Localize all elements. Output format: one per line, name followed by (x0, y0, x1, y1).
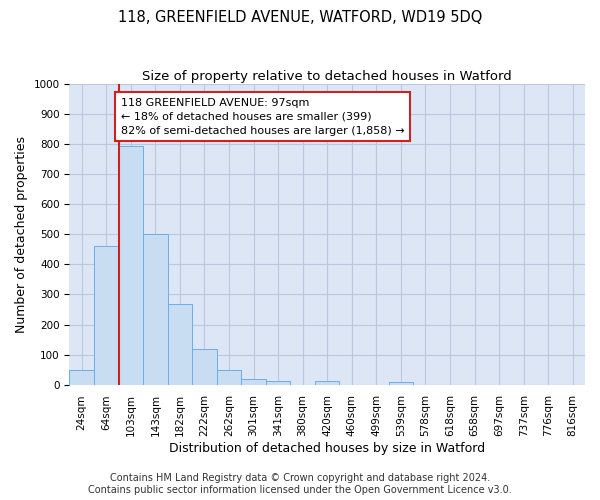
Text: Contains HM Land Registry data © Crown copyright and database right 2024.
Contai: Contains HM Land Registry data © Crown c… (88, 474, 512, 495)
Title: Size of property relative to detached houses in Watford: Size of property relative to detached ho… (142, 70, 512, 83)
Bar (241, 378, 266, 384)
Bar (315, 381, 340, 384)
Bar (70, 370, 94, 384)
Bar (167, 304, 192, 384)
Bar (119, 146, 143, 384)
Bar (192, 348, 217, 384)
Bar (94, 246, 119, 384)
Text: 118 GREENFIELD AVENUE: 97sqm
← 18% of detached houses are smaller (399)
82% of s: 118 GREENFIELD AVENUE: 97sqm ← 18% of de… (121, 98, 404, 136)
Bar (266, 381, 290, 384)
X-axis label: Distribution of detached houses by size in Watford: Distribution of detached houses by size … (169, 442, 485, 455)
Y-axis label: Number of detached properties: Number of detached properties (15, 136, 28, 333)
Text: 118, GREENFIELD AVENUE, WATFORD, WD19 5DQ: 118, GREENFIELD AVENUE, WATFORD, WD19 5D… (118, 10, 482, 25)
Bar (389, 382, 413, 384)
Bar (143, 234, 167, 384)
Bar (217, 370, 241, 384)
